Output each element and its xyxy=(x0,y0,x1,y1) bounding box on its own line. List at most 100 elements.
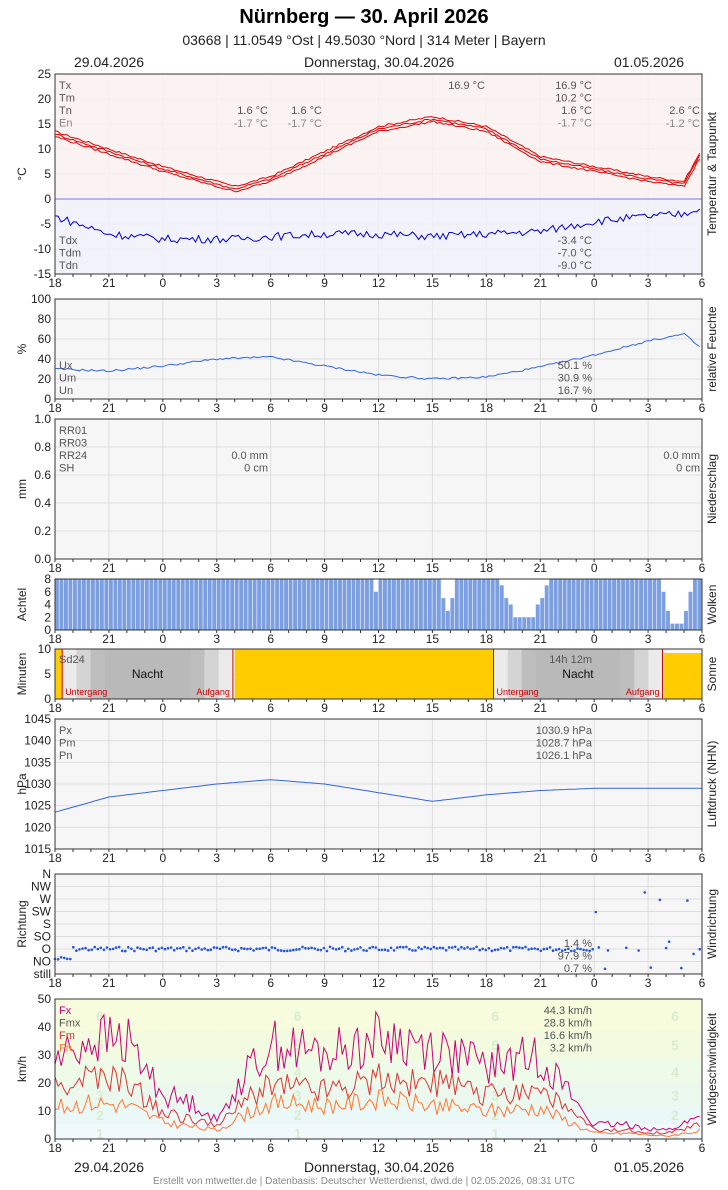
wind-direction-point xyxy=(551,949,555,952)
wind-direction-point xyxy=(444,949,448,952)
x-tick-label: 9 xyxy=(321,976,328,990)
wind-direction-point xyxy=(392,949,396,952)
wind-direction-point xyxy=(371,945,375,949)
wind-direction-point xyxy=(423,945,427,949)
beaufort-band xyxy=(55,999,702,1032)
wind-direction-point xyxy=(347,947,350,951)
summary-value: 1026.1 hPa xyxy=(536,750,593,762)
cloud-gap xyxy=(526,579,532,630)
y-tick-label: 40 xyxy=(38,1020,52,1034)
wind-direction-point xyxy=(527,948,530,951)
summary-dew-value: -3.4 °C xyxy=(558,235,592,247)
cloud-bar xyxy=(117,579,122,630)
series-line-Fx xyxy=(54,1010,700,1132)
wind-direction-point xyxy=(331,947,335,950)
wind-direction-point xyxy=(96,947,100,951)
x-tick-label: 12 xyxy=(372,701,386,715)
cloud-bar xyxy=(230,579,235,630)
wind-direction-point xyxy=(530,947,533,950)
x-tick-label: 21 xyxy=(102,276,116,290)
cloud-gap xyxy=(679,579,685,630)
cloud-bar xyxy=(666,610,670,630)
cloud-bar xyxy=(540,598,545,630)
cloud-bar xyxy=(356,579,360,630)
x-tick-label: 18 xyxy=(48,401,62,415)
wind-direction-point xyxy=(322,946,326,950)
cloud-bar xyxy=(369,579,374,630)
y-axis-label: % xyxy=(15,343,29,354)
legend-label-Fm: Fm xyxy=(59,1030,75,1042)
wind-direction-point xyxy=(475,945,478,949)
wind-direction-point xyxy=(328,945,332,949)
x-tick-label: 18 xyxy=(480,276,494,290)
x-tick-label: 15 xyxy=(426,401,440,415)
panel-title: Sonne xyxy=(705,656,719,691)
wind-direction-point xyxy=(249,947,252,950)
legend-label-Tdn: Tdn xyxy=(59,260,78,272)
wind-direction-point xyxy=(90,948,93,951)
wind-direction-point xyxy=(649,966,653,969)
wind-direction-point xyxy=(389,946,393,950)
cloud-bar xyxy=(275,579,280,630)
wind-direction-point xyxy=(340,945,344,949)
panel-title: Windgeschwindigkeit xyxy=(705,1012,719,1125)
cloud-bar xyxy=(108,579,113,630)
cloud-bar xyxy=(675,623,679,630)
x-tick-label: 6 xyxy=(699,976,706,990)
night-shade xyxy=(549,649,565,699)
panel-border xyxy=(54,998,703,1140)
wind-direction-point xyxy=(264,946,268,950)
x-tick-label: 3 xyxy=(645,701,652,715)
series-line-Tdx xyxy=(54,208,701,244)
wind-direction-point xyxy=(56,958,60,961)
cloud-bar xyxy=(302,579,307,630)
beaufort-label: 5 xyxy=(96,1037,104,1053)
cloud-bar xyxy=(140,579,145,630)
wind-direction-point xyxy=(548,946,552,949)
night-shade xyxy=(648,649,663,699)
x-tick-label: 3 xyxy=(213,632,220,646)
sun-duration-value: 14h 12m xyxy=(549,654,592,666)
cloud-bar xyxy=(553,579,558,630)
cloud-bar xyxy=(486,579,491,630)
cloud-bar xyxy=(495,579,500,630)
beaufort-label: 4 xyxy=(294,1064,302,1080)
cloud-bar xyxy=(472,579,477,630)
cloud-bar xyxy=(257,579,262,630)
legend-label-Tdx: Tdx xyxy=(59,235,78,247)
wind-direction-point xyxy=(377,948,381,952)
legend-label-RR01: RR01 xyxy=(59,425,87,437)
wind-direction-point xyxy=(124,949,127,953)
wind-direction-point xyxy=(316,948,320,952)
wind-direction-point xyxy=(692,952,695,956)
wind-direction-point xyxy=(108,948,112,951)
wind-direction-point xyxy=(362,949,365,952)
x-tick-label: 18 xyxy=(48,1141,62,1155)
x-tick-label: 21 xyxy=(534,632,548,646)
cloud-bar xyxy=(418,579,423,630)
wind-direction-point xyxy=(267,948,271,952)
beaufort-label: 3 xyxy=(96,1088,104,1104)
y-tick-label: still xyxy=(34,967,51,981)
cloud-bar xyxy=(441,598,446,630)
wind-direction-point xyxy=(261,946,265,950)
cloud-bar xyxy=(549,579,554,630)
series-line-Um xyxy=(54,332,700,380)
sun-bar xyxy=(234,649,494,699)
wind-direction-point xyxy=(194,947,197,951)
cloud-bar xyxy=(279,579,284,630)
wind-direction-point xyxy=(515,945,518,949)
wind-direction-point xyxy=(405,945,408,949)
y-tick-label: 1025 xyxy=(24,799,51,813)
y-tick-label: SW xyxy=(32,905,52,919)
y-tick-label: 1045 xyxy=(24,712,51,726)
wind-direction-point xyxy=(237,949,240,953)
wind-direction-point xyxy=(658,898,662,902)
y-tick-label: 0 xyxy=(44,392,51,406)
summary-value: 1028.7 hPa xyxy=(536,738,593,750)
wind-direction-point xyxy=(304,946,307,950)
x-tick-label: 18 xyxy=(48,632,62,646)
cloud-bar xyxy=(252,579,257,630)
